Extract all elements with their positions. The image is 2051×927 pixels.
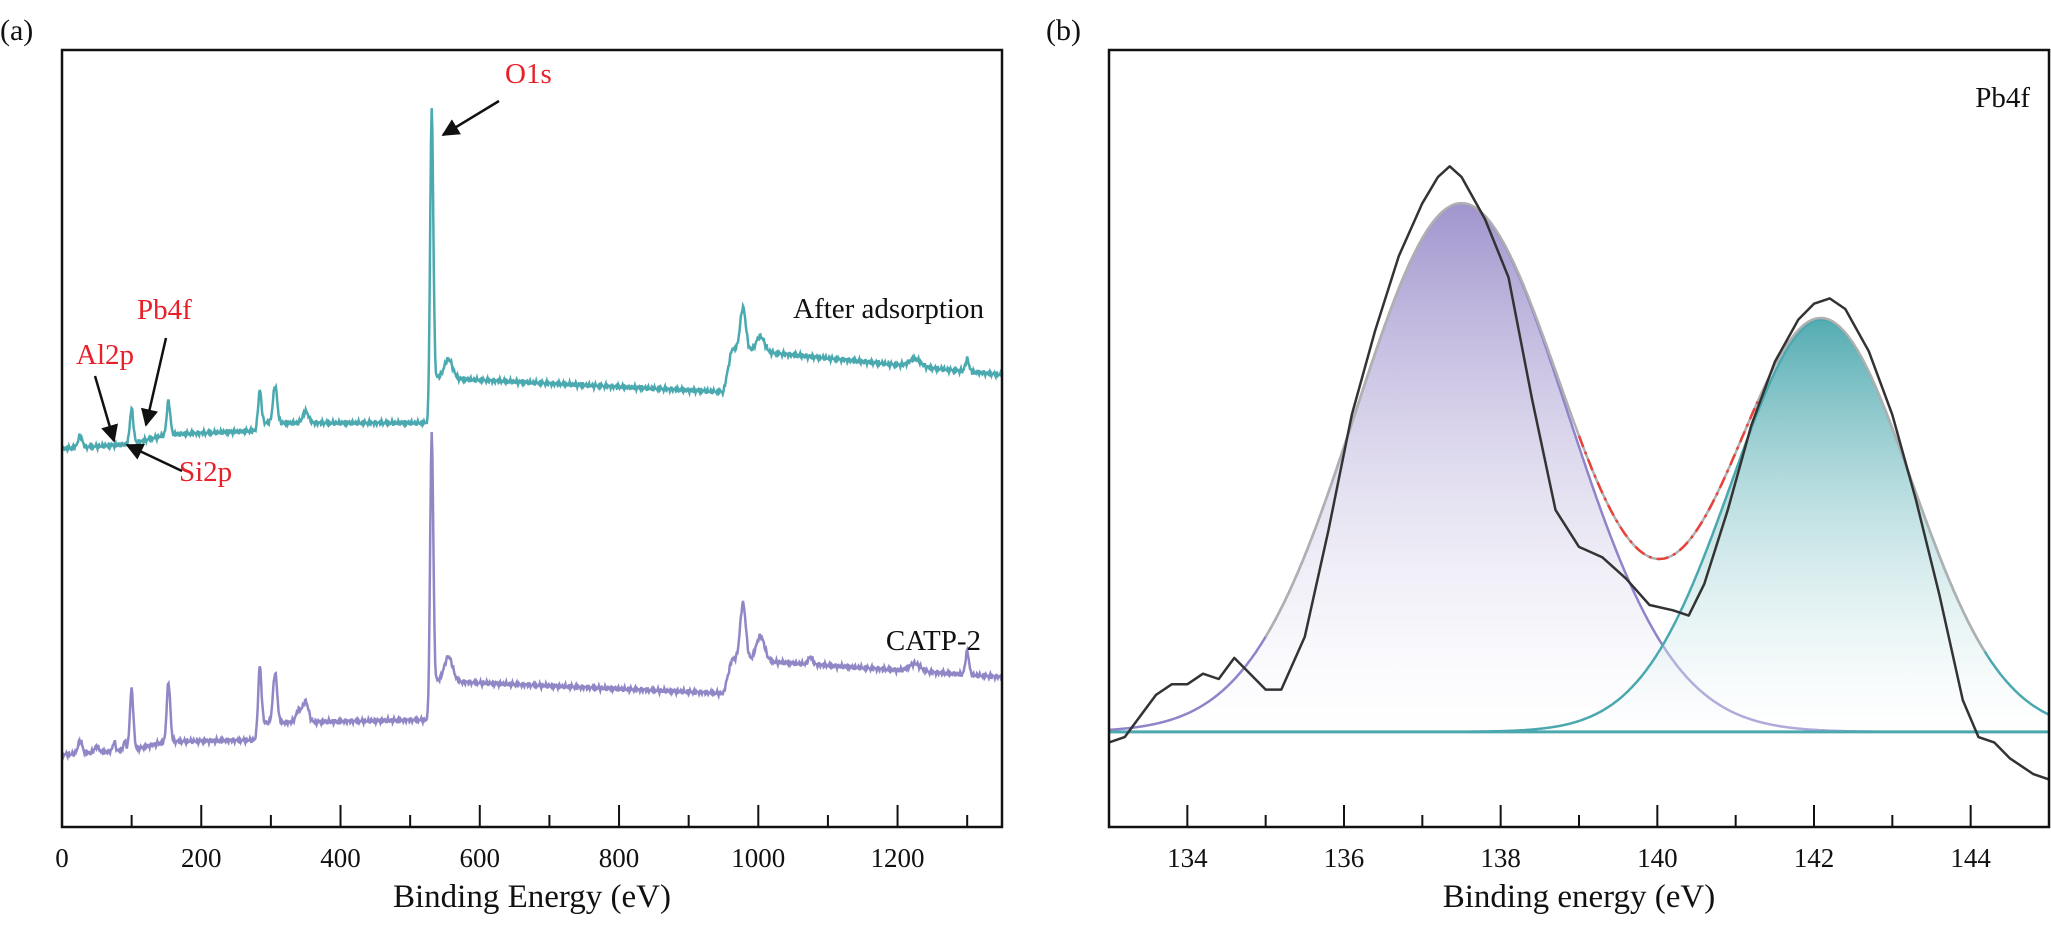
x-tick-label: 140 bbox=[1637, 843, 1678, 873]
x-tick-label: 138 bbox=[1480, 843, 1521, 873]
fit-component-2-fill bbox=[1109, 319, 2049, 732]
panel-b-title: Pb4f bbox=[1975, 82, 2030, 114]
annotation-al2p: Al2p bbox=[76, 339, 134, 371]
panel-b-label: (b) bbox=[1046, 14, 1081, 47]
fit-envelope-dashed-line bbox=[1577, 401, 1759, 561]
arrow-pb4f bbox=[141, 337, 168, 427]
x-tick-label: 134 bbox=[1167, 843, 1208, 873]
series-line-after-adsorption bbox=[60, 108, 1004, 455]
fit-component-1-fill bbox=[1109, 203, 2049, 732]
x-tick-label: 144 bbox=[1950, 843, 1991, 873]
raw-spectrum-line bbox=[1108, 165, 2050, 781]
series-label-after-adsorption: After adsorption bbox=[793, 293, 984, 325]
x-tick-label: 400 bbox=[320, 843, 361, 873]
x-tick-label: 1200 bbox=[871, 843, 925, 873]
panel-a-frame bbox=[60, 48, 1004, 829]
panel-b-frame bbox=[1107, 48, 2051, 829]
pb4f-spectrum-panel: 134 136 138 140 142 144 bbox=[1108, 165, 2050, 873]
panel-a-x-axis-title: Binding Energy (eV) bbox=[393, 879, 671, 915]
series-line-catp-2 bbox=[60, 431, 1003, 762]
x-tick-label: 800 bbox=[599, 843, 640, 873]
annotation-pb4f: Pb4f bbox=[137, 294, 192, 326]
panel-b-x-axis-title: Binding energy (eV) bbox=[1443, 879, 1716, 915]
series-label-catp-2: CATP-2 bbox=[886, 625, 981, 657]
arrow-o1s bbox=[441, 99, 500, 137]
x-tick-label: 1000 bbox=[731, 843, 785, 873]
x-tick-label: 136 bbox=[1324, 843, 1365, 873]
x-tick-label: 142 bbox=[1794, 843, 1835, 873]
arrow-al2p bbox=[93, 375, 118, 443]
x-tick-label: 0 bbox=[55, 843, 69, 873]
annotation-si2p: Si2p bbox=[179, 456, 232, 488]
panel-a-label: (a) bbox=[0, 14, 33, 47]
annotation-o1s: O1s bbox=[505, 58, 552, 90]
x-tick-label: 200 bbox=[181, 843, 222, 873]
x-tick-label: 600 bbox=[460, 843, 501, 873]
survey-spectrum-panel: 0 200 400 600 800 1000 1200 bbox=[55, 108, 1004, 873]
arrow-si2p bbox=[125, 443, 183, 473]
